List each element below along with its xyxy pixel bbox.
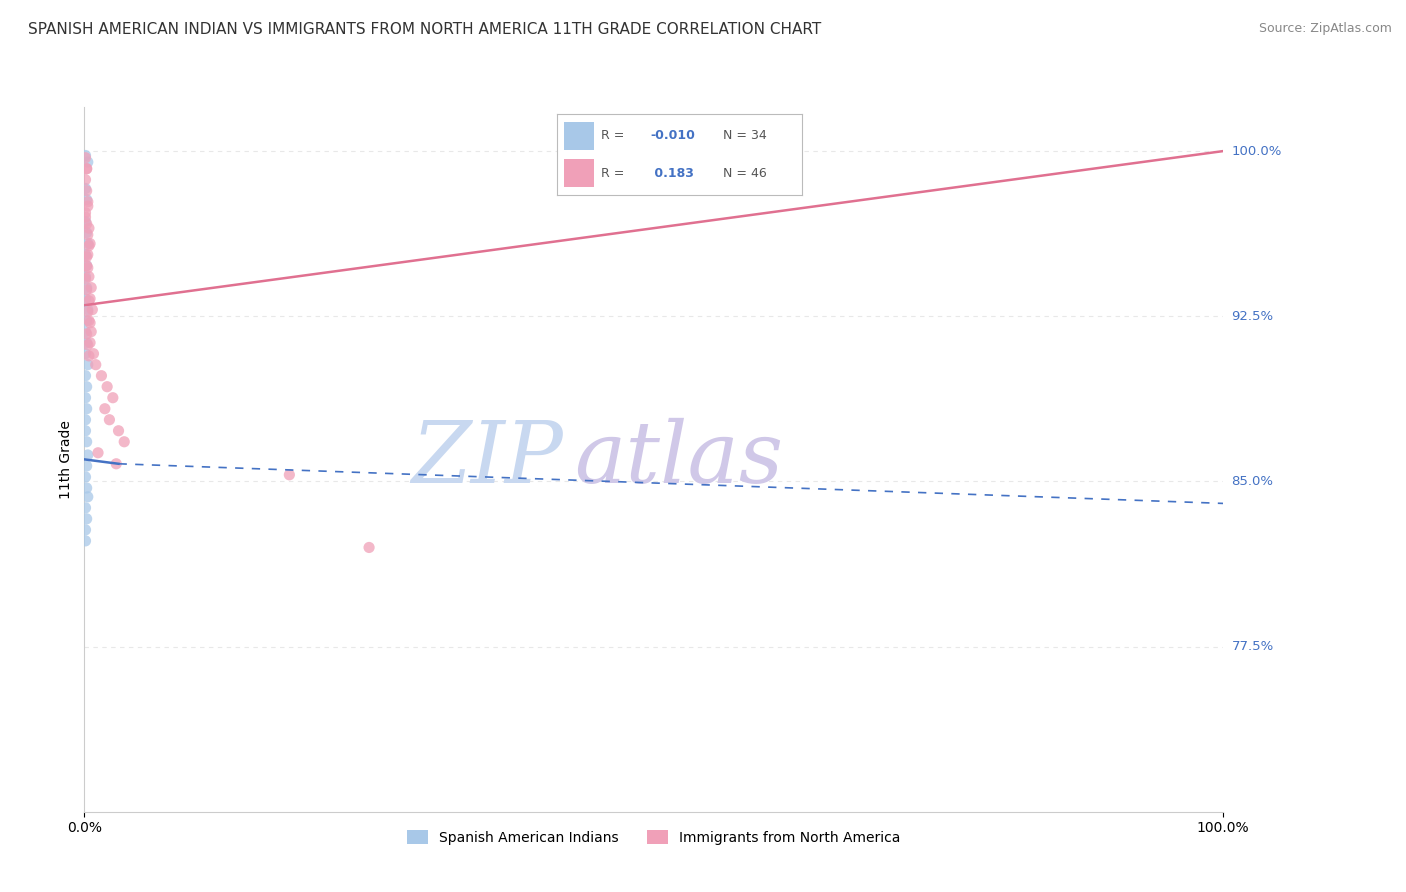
Point <box>76 227 98 242</box>
Point <box>76 490 98 504</box>
Legend: Spanish American Indians, Immigrants from North America: Spanish American Indians, Immigrants fro… <box>402 825 905 851</box>
Text: atlas: atlas <box>574 418 783 500</box>
Point <box>278 467 301 482</box>
Point <box>76 448 98 462</box>
Point <box>76 313 98 327</box>
Point <box>76 481 98 495</box>
Text: 85.0%: 85.0% <box>1232 475 1274 488</box>
Point <box>76 161 98 176</box>
Point <box>76 250 98 264</box>
Point <box>76 259 98 273</box>
Point <box>75 325 97 339</box>
Point <box>76 280 98 294</box>
Point <box>90 368 112 383</box>
Point <box>359 541 381 555</box>
Point <box>76 512 98 526</box>
Text: Source: ZipAtlas.com: Source: ZipAtlas.com <box>1258 22 1392 36</box>
Point <box>107 424 129 438</box>
Point <box>80 325 103 339</box>
Point <box>75 346 97 360</box>
Point <box>79 316 101 330</box>
Point <box>75 413 97 427</box>
Point <box>75 151 97 165</box>
Point <box>76 302 98 317</box>
Point <box>75 470 97 484</box>
Point <box>76 434 98 449</box>
Point <box>76 193 98 207</box>
Point <box>77 349 100 363</box>
Point <box>76 194 98 209</box>
Point <box>75 424 97 438</box>
Point <box>82 302 104 317</box>
Text: 100.0%: 100.0% <box>1232 145 1282 158</box>
Point <box>75 368 97 383</box>
Point <box>75 292 97 306</box>
Point <box>76 259 98 273</box>
Point <box>76 184 98 198</box>
Point <box>76 247 98 261</box>
Point <box>96 380 118 394</box>
Point <box>76 260 98 275</box>
Point <box>75 181 97 195</box>
Point <box>75 500 97 515</box>
Point <box>77 293 100 308</box>
Point <box>75 205 97 219</box>
Point <box>75 148 97 162</box>
Text: SPANISH AMERICAN INDIAN VS IMMIGRANTS FROM NORTH AMERICA 11TH GRADE CORRELATION : SPANISH AMERICAN INDIAN VS IMMIGRANTS FR… <box>28 22 821 37</box>
Point <box>76 358 98 372</box>
Point <box>75 269 97 284</box>
Point <box>75 391 97 405</box>
Point <box>76 305 98 319</box>
Point <box>77 269 100 284</box>
Point <box>79 335 101 350</box>
Point <box>75 214 97 228</box>
Point <box>101 391 124 405</box>
Point <box>76 236 98 251</box>
Point <box>84 358 107 372</box>
Point <box>79 292 101 306</box>
Text: ZIP: ZIP <box>411 418 562 500</box>
Point <box>80 280 103 294</box>
Point <box>76 217 98 231</box>
Y-axis label: 11th Grade: 11th Grade <box>59 420 73 499</box>
Point <box>77 221 100 235</box>
Point <box>76 458 98 473</box>
Point <box>75 210 97 224</box>
Point <box>76 283 98 297</box>
Point <box>76 401 98 416</box>
Point <box>76 226 98 240</box>
Text: 77.5%: 77.5% <box>1232 640 1274 653</box>
Point <box>76 335 98 350</box>
Point <box>112 434 135 449</box>
Point <box>76 326 98 341</box>
Point <box>77 313 100 327</box>
Point <box>82 346 104 360</box>
Point <box>75 523 97 537</box>
Point <box>76 380 98 394</box>
Point <box>75 533 97 548</box>
Point <box>77 239 100 253</box>
Text: 92.5%: 92.5% <box>1232 310 1274 323</box>
Point <box>98 413 121 427</box>
Point <box>105 457 128 471</box>
Point <box>76 155 98 169</box>
Point <box>87 446 110 460</box>
Point <box>79 236 101 251</box>
Point <box>76 161 98 176</box>
Point <box>76 199 98 213</box>
Point <box>76 338 98 352</box>
Point <box>75 172 97 186</box>
Point <box>75 272 97 286</box>
Point <box>75 247 97 261</box>
Point <box>94 401 117 416</box>
